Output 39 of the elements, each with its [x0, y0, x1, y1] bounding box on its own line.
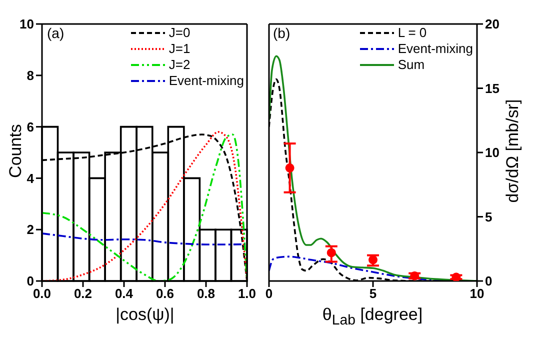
y2-tick-label: 0	[485, 274, 492, 289]
annotation: (a)	[47, 25, 64, 41]
x-tick-label: 0.0	[32, 286, 52, 302]
legend-label: Event-mixing	[168, 73, 244, 89]
y-tick-label: 0	[26, 274, 34, 289]
point	[452, 272, 461, 281]
x-tick-label: 1.0	[238, 286, 256, 302]
x-tick-label: 10	[470, 286, 484, 302]
legend-label: J=2	[168, 57, 190, 73]
legend-label: L = 0	[398, 25, 427, 41]
point	[368, 255, 378, 264]
y2-axis-title: dσ/dΩ [mb/sr]	[503, 98, 523, 205]
y2-tick-label: 10	[485, 145, 500, 160]
point	[326, 248, 336, 258]
x-axis-title: θ$_{Lab}$ [degree]	[321, 305, 424, 328]
legend-label: Event-mixing	[398, 41, 473, 57]
y-tick-label: 6	[26, 119, 34, 134]
point	[410, 271, 420, 280]
y2-tick-label: 5	[485, 209, 492, 224]
x-tick-label: 0	[265, 286, 273, 302]
legend-label: J=1	[168, 41, 190, 57]
annotation: (b)	[273, 25, 290, 41]
x-tick-label: 0.4	[114, 286, 134, 302]
point	[285, 163, 294, 172]
x-tick-label: 0.2	[74, 286, 92, 302]
y2-tick-label: 15	[485, 80, 500, 96]
y2-tick-label: 20	[485, 16, 500, 32]
x-tick-label: 0.8	[196, 286, 216, 302]
y-tick-label: 10	[20, 16, 34, 32]
y-tick-label: 2	[26, 222, 34, 238]
x-tick-label: 0.6	[156, 286, 174, 302]
y-axis-title: Counts	[6, 124, 25, 178]
y-tick-label: 8	[26, 68, 34, 84]
x-tick-label: 5	[369, 286, 377, 302]
y-tick-label: 4	[26, 170, 35, 186]
legend-label: J=0	[168, 25, 190, 41]
x-axis-title: |cos(ψ)|	[114, 305, 176, 325]
legend-label: Sum	[398, 57, 425, 73]
line-series	[42, 232, 246, 246]
